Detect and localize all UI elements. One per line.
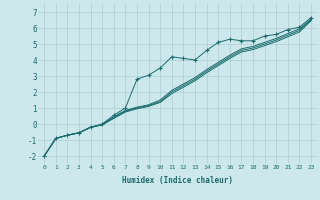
X-axis label: Humidex (Indice chaleur): Humidex (Indice chaleur) — [122, 176, 233, 185]
